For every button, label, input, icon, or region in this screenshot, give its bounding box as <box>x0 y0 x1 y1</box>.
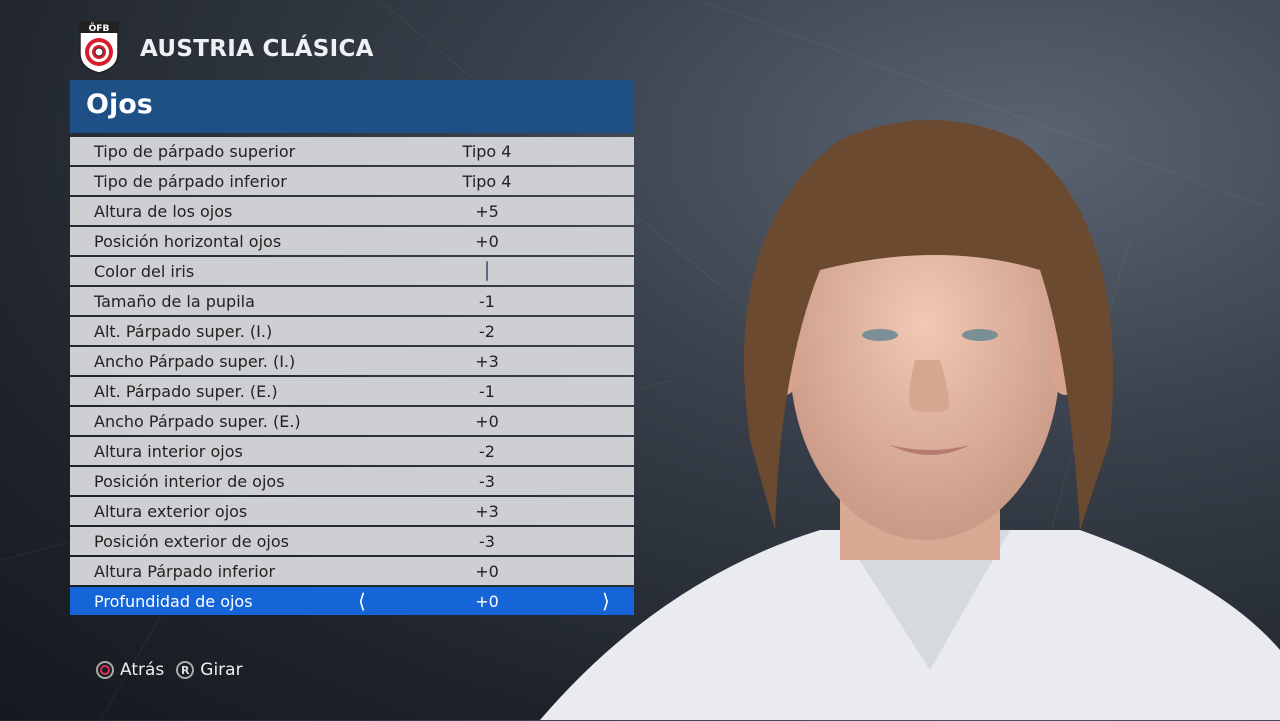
section-header: Ojos <box>70 80 634 133</box>
svg-text:ÖFB: ÖFB <box>89 23 110 34</box>
setting-row[interactable]: Altura Párpado inferior +0 <box>70 557 634 585</box>
setting-label: Altura exterior ojos <box>94 502 248 521</box>
setting-label: Posición horizontal ojos <box>94 232 282 251</box>
setting-value: -1 <box>479 382 495 401</box>
eye-settings-list: Tipo de párpado superior Tipo 4 Tipo de pá… <box>70 137 634 617</box>
setting-label: Tamaño de la pupila <box>94 292 255 311</box>
setting-label: Color del iris <box>94 262 195 281</box>
setting-row[interactable]: Alt. Párpado super. (E.) -1 <box>70 377 634 405</box>
setting-row[interactable]: Profundidad de ojos +0 ⟨ ⟩ <box>70 587 634 615</box>
setting-value: Tipo 4 <box>462 142 512 161</box>
setting-row[interactable]: Tipo de párpado inferior Tipo 4 <box>70 167 634 195</box>
setting-row[interactable]: Alt. Párpado super. (I.) -2 <box>70 317 634 345</box>
setting-label: Profundidad de ojos <box>94 592 253 611</box>
setting-value: -3 <box>479 532 495 551</box>
setting-label: Tipo de párpado superior <box>94 142 296 161</box>
setting-value: +5 <box>475 202 499 221</box>
setting-value: +0 <box>475 232 499 251</box>
rotate-label: Girar <box>200 660 243 680</box>
setting-label: Tipo de párpado inferior <box>94 172 287 191</box>
setting-row[interactable]: Altura de los ojos +5 <box>70 197 634 225</box>
setting-label: Alt. Párpado super. (I.) <box>94 322 273 341</box>
setting-value: +0 <box>475 412 499 431</box>
club-name: AUSTRIA CLÁSICA <box>140 36 374 62</box>
setting-row[interactable]: Tamaño de la pupila -1 <box>70 287 634 315</box>
setting-label: Ancho Párpado super. (I.) <box>94 352 296 371</box>
setting-value: Tipo 4 <box>462 172 512 191</box>
setting-row[interactable]: Ancho Párpado super. (E.) +0 <box>70 407 634 435</box>
setting-label: Alt. Párpado super. (E.) <box>94 382 278 401</box>
setting-row[interactable]: Altura exterior ojos +3 <box>70 497 634 525</box>
chevron-right-icon[interactable]: ⟩ <box>602 589 610 613</box>
setting-value: -2 <box>479 442 495 461</box>
setting-row[interactable]: Posición horizontal ojos +0 <box>70 227 634 255</box>
rotate-button[interactable]: R Girar <box>176 660 243 680</box>
back-label: Atrás <box>120 660 165 680</box>
setting-row[interactable]: Color del iris <box>70 257 634 285</box>
setting-label: Altura de los ojos <box>94 202 233 221</box>
setting-value: +0 <box>475 592 499 611</box>
player-face-preview[interactable] <box>540 110 1280 720</box>
setting-row[interactable]: Altura interior ojos -2 <box>70 437 634 465</box>
setting-label: Posición exterior de ojos <box>94 532 289 551</box>
setting-label: Altura interior ojos <box>94 442 243 461</box>
setting-label: Altura Párpado inferior <box>94 562 276 581</box>
back-button[interactable]: Atrás <box>96 660 164 680</box>
r-button-icon: R <box>176 661 195 679</box>
circle-button-icon <box>96 661 114 679</box>
setting-value: -2 <box>479 322 495 341</box>
setting-value: +3 <box>475 502 499 521</box>
setting-value: -3 <box>479 472 495 491</box>
setting-value: -1 <box>479 292 495 311</box>
setting-row[interactable]: Posición exterior de ojos -3 <box>70 527 634 555</box>
setting-value: +0 <box>475 562 499 581</box>
footer-controls: Atrás R Girar <box>96 660 243 680</box>
setting-row[interactable]: Tipo de párpado superior Tipo 4 <box>70 137 634 165</box>
club-logo: ÖFB <box>79 21 119 74</box>
chevron-left-icon[interactable]: ⟨ <box>358 589 366 613</box>
setting-label: Ancho Párpado super. (E.) <box>94 412 301 431</box>
setting-row[interactable]: Posición interior de ojos -3 <box>70 467 634 495</box>
setting-row[interactable]: Ancho Párpado super. (I.) +3 <box>70 347 634 375</box>
setting-value: +3 <box>475 352 499 371</box>
iris-color-swatch <box>486 261 488 281</box>
section-title: Ojos <box>86 89 153 120</box>
setting-label: Posición interior de ojos <box>94 472 285 491</box>
